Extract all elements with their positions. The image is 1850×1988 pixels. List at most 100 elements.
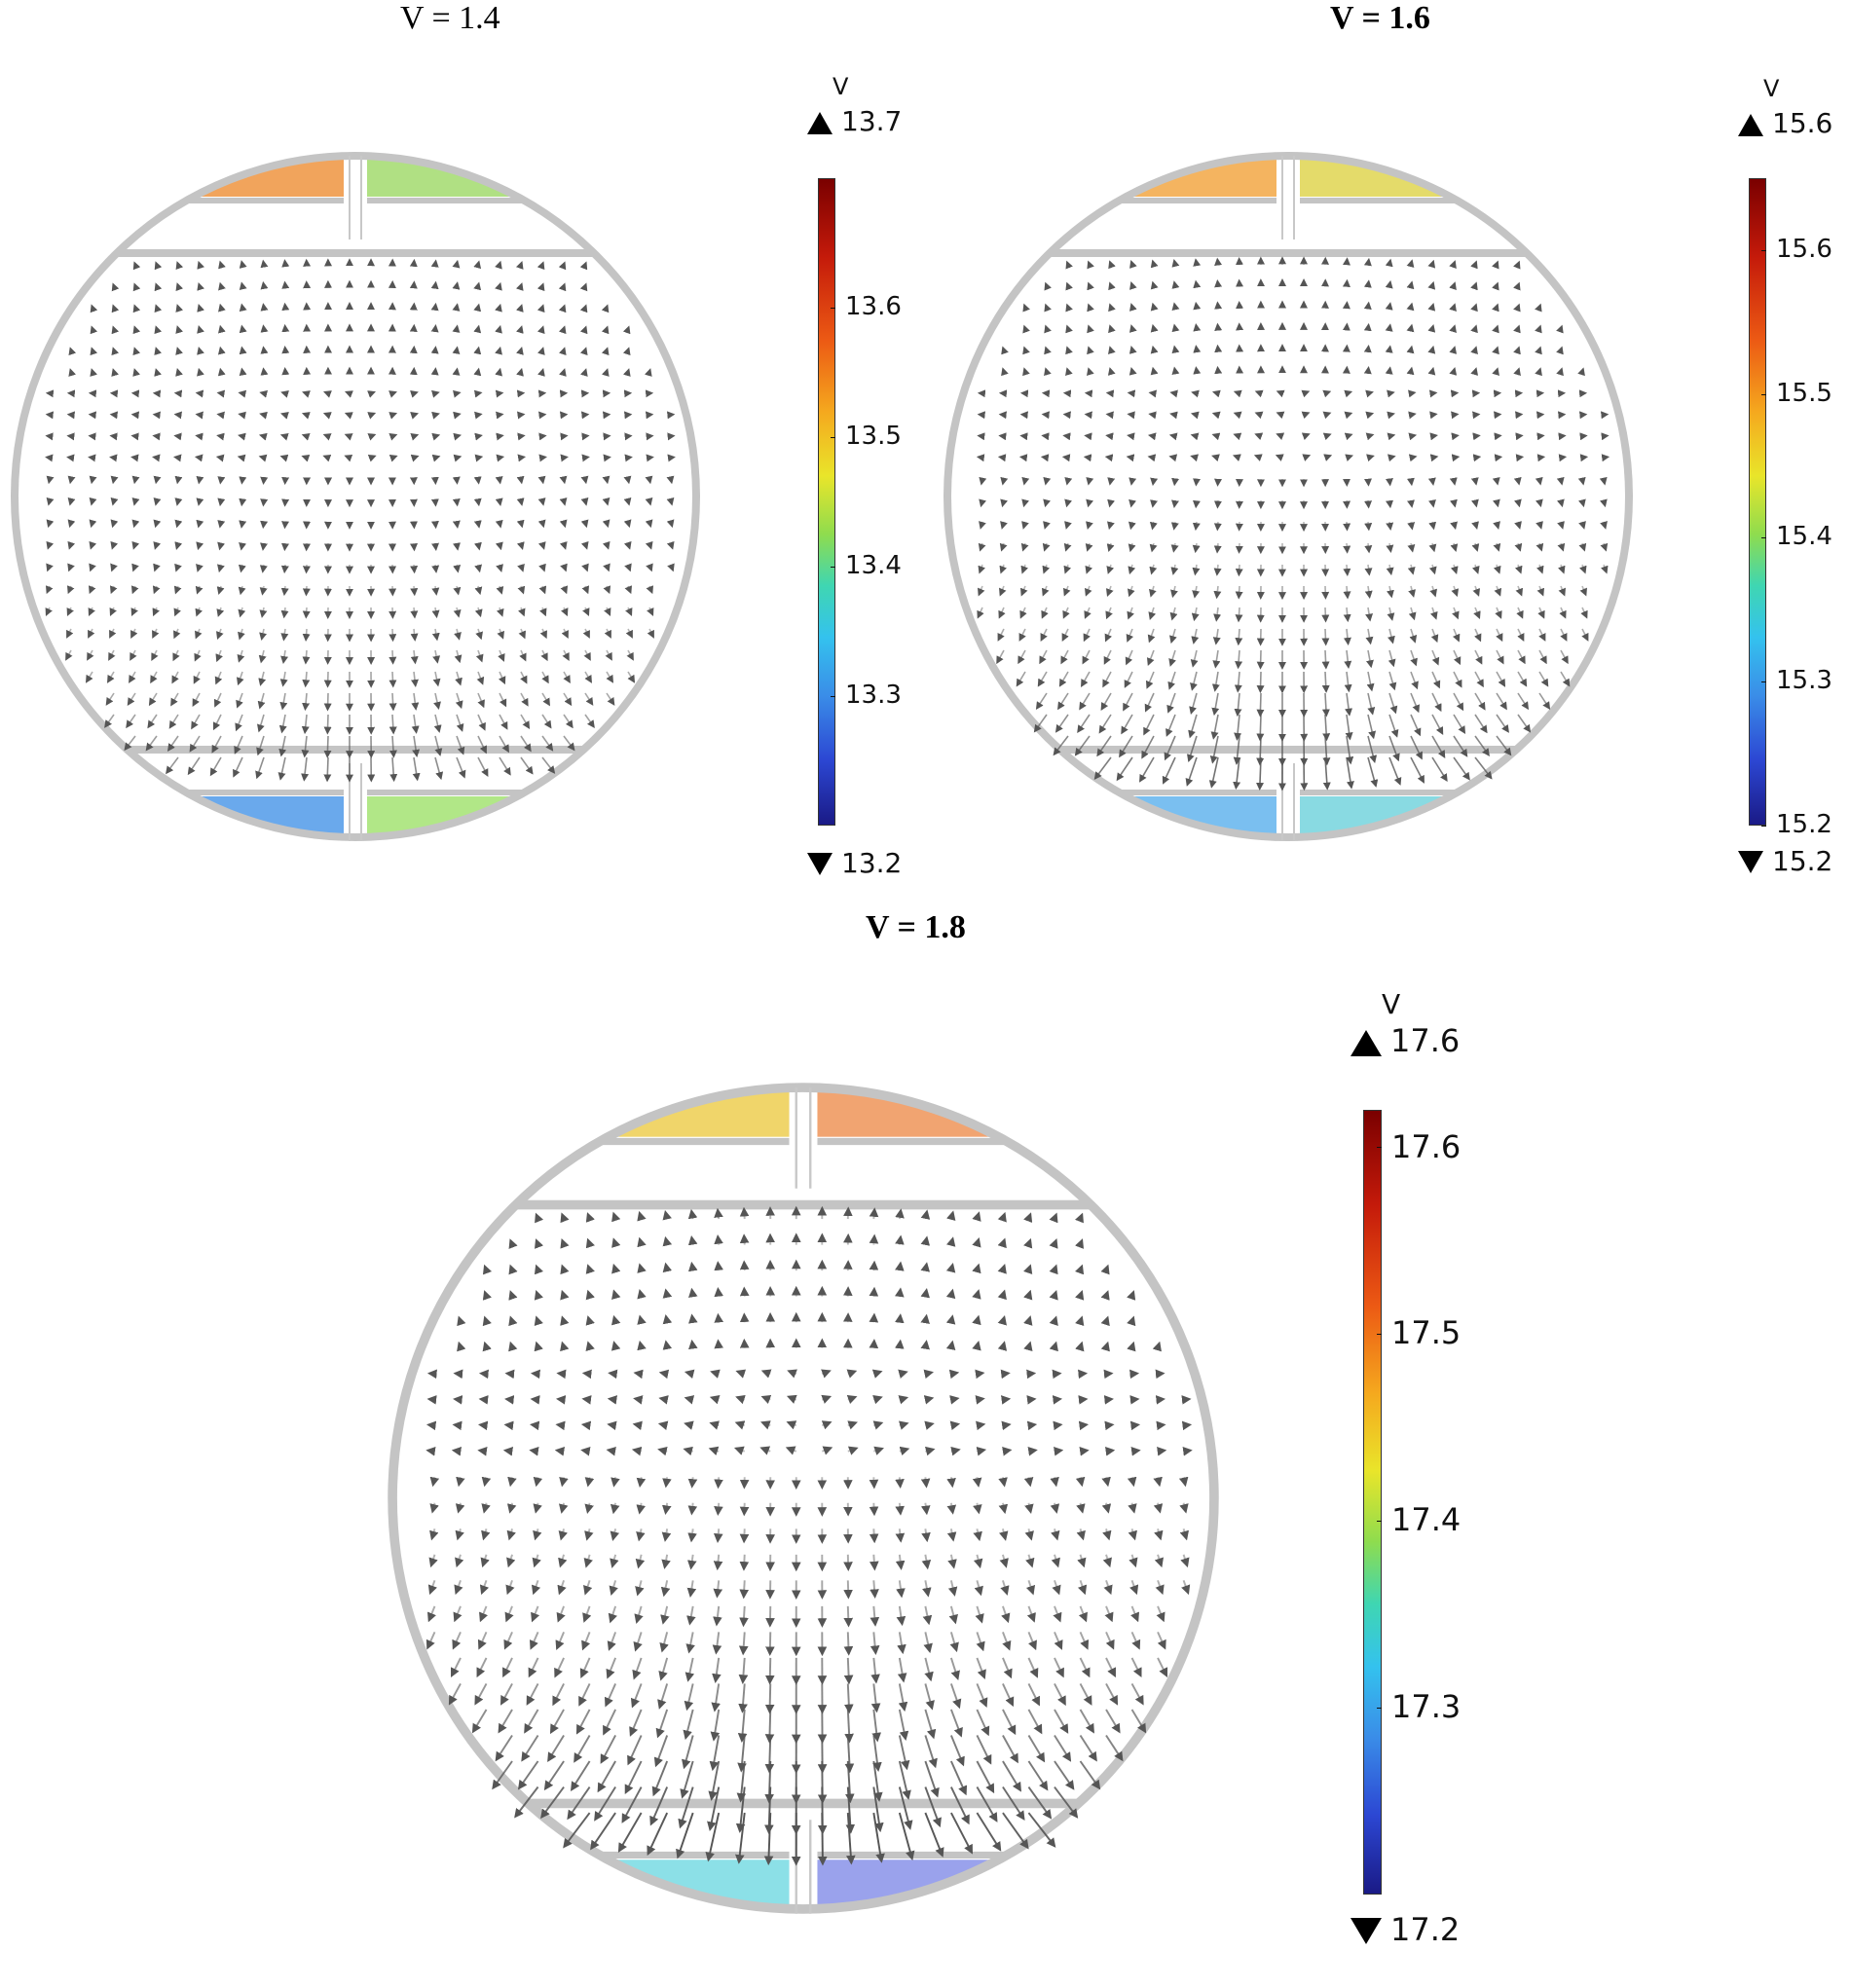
velocity-arrow: [505, 1580, 515, 1596]
velocity-arrow: [475, 628, 483, 641]
velocity-arrow: [687, 1261, 698, 1272]
velocity-arrow: [1061, 628, 1069, 643]
velocity-arrow: [537, 519, 546, 529]
velocity-arrow: [131, 540, 140, 550]
velocity-arrow: [132, 282, 141, 292]
velocity-arrow: [536, 304, 545, 313]
velocity-arrow: [1579, 454, 1589, 462]
velocity-arrow: [584, 1477, 595, 1488]
velocity-arrow: [452, 303, 461, 312]
velocity-arrow: [535, 1238, 544, 1249]
velocity-arrow: [583, 649, 591, 661]
velocity-arrow: [972, 1289, 981, 1300]
velocity-arrow: [506, 1528, 516, 1541]
velocity-arrow: [996, 649, 1005, 665]
velocity-arrow: [975, 1369, 985, 1380]
velocity-arrow: [1049, 1264, 1058, 1275]
velocity-arrow: [154, 261, 163, 271]
velocity-arrow: [481, 1528, 491, 1541]
panel-title-3: V = 1.8: [866, 909, 966, 945]
velocity-arrow: [1125, 649, 1133, 666]
velocity-arrow: [367, 412, 377, 420]
velocity-arrow: [1078, 1369, 1089, 1380]
velocity-arrow: [869, 1207, 879, 1220]
velocity-arrow: [1025, 1580, 1036, 1596]
velocity-arrow: [846, 1369, 858, 1379]
velocity-arrow: [1560, 628, 1568, 642]
velocity-arrow: [921, 1528, 931, 1543]
velocity-arrow: [1027, 1734, 1046, 1763]
triangle-down-icon: [807, 853, 832, 875]
velocity-arrow: [563, 692, 573, 707]
velocity-arrow: [474, 541, 482, 551]
velocity-arrow: [976, 454, 985, 462]
velocity-arrow: [972, 1340, 981, 1351]
velocity-arrow: [218, 281, 226, 291]
velocity-arrow: [126, 714, 136, 729]
velocity-arrow: [574, 1734, 591, 1763]
velocity-arrow: [1496, 671, 1506, 687]
velocity-arrow: [647, 1812, 669, 1857]
velocity-arrow: [410, 649, 419, 665]
velocity-arrow: [1472, 432, 1481, 441]
velocity-arrow: [1054, 1657, 1064, 1678]
velocity-arrow: [556, 1369, 567, 1380]
velocity-arrow: [1233, 432, 1242, 441]
velocity-arrow: [1535, 367, 1542, 377]
velocity-arrow: [389, 756, 398, 783]
velocity-arrow: [477, 735, 487, 755]
velocity-arrow: [1062, 432, 1071, 441]
velocity-arrow: [410, 585, 419, 597]
velocity-arrow: [1600, 542, 1609, 552]
velocity-arrow: [152, 585, 161, 595]
velocity-arrow: [662, 1209, 672, 1221]
velocity-arrow: [894, 1339, 905, 1349]
velocity-arrow: [1027, 1657, 1039, 1678]
velocity-arrow: [498, 649, 505, 662]
velocity-arrow: [175, 347, 183, 355]
velocity-arrow: [898, 1760, 911, 1800]
velocity-arrow: [1171, 477, 1180, 487]
velocity-arrow: [1408, 454, 1418, 462]
velocity-arrow: [714, 1207, 723, 1220]
velocity-arrow: [895, 1502, 905, 1516]
velocity-arrow: [843, 1580, 853, 1600]
velocity-arrow: [473, 389, 483, 398]
velocity-arrow: [580, 368, 588, 377]
velocity-arrow: [239, 541, 246, 551]
velocity-arrow: [46, 540, 55, 550]
velocity-arrow: [976, 1812, 1002, 1852]
velocity-arrow: [1085, 542, 1093, 552]
velocity-arrow: [658, 1657, 669, 1681]
velocity-arrow: [558, 304, 567, 313]
velocity-arrow: [1060, 649, 1069, 665]
velocity-arrow: [999, 564, 1008, 574]
velocity-arrow: [1470, 281, 1478, 291]
velocity-arrow: [549, 1709, 565, 1735]
velocity-arrow: [1234, 692, 1242, 718]
velocity-arrow: [581, 1369, 592, 1380]
velocity-arrow: [66, 607, 74, 616]
velocity-arrow: [1022, 367, 1030, 377]
velocity-arrow: [1145, 671, 1155, 689]
velocity-arrow: [1021, 476, 1030, 486]
velocity-arrow: [175, 367, 183, 377]
velocity-arrow: [653, 1735, 669, 1768]
velocity-arrow: [429, 1476, 440, 1488]
velocity-arrow: [516, 519, 525, 529]
velocity-arrow: [1019, 607, 1027, 619]
velocity-arrow: [258, 454, 268, 462]
velocity-arrow: [429, 1528, 439, 1541]
velocity-arrow: [430, 520, 439, 530]
velocity-arrow: [1321, 692, 1330, 718]
velocity-arrow: [453, 432, 462, 441]
velocity-arrow: [323, 756, 332, 783]
velocity-arrow: [1149, 585, 1157, 598]
velocity-arrow: [67, 497, 76, 506]
velocity-arrow: [456, 735, 465, 755]
velocity-arrow: [712, 1632, 722, 1655]
velocity-arrow: [949, 1683, 962, 1710]
velocity-arrow: [920, 1313, 930, 1324]
velocity-arrow: [479, 1605, 488, 1623]
velocity-arrow: [1105, 607, 1113, 620]
